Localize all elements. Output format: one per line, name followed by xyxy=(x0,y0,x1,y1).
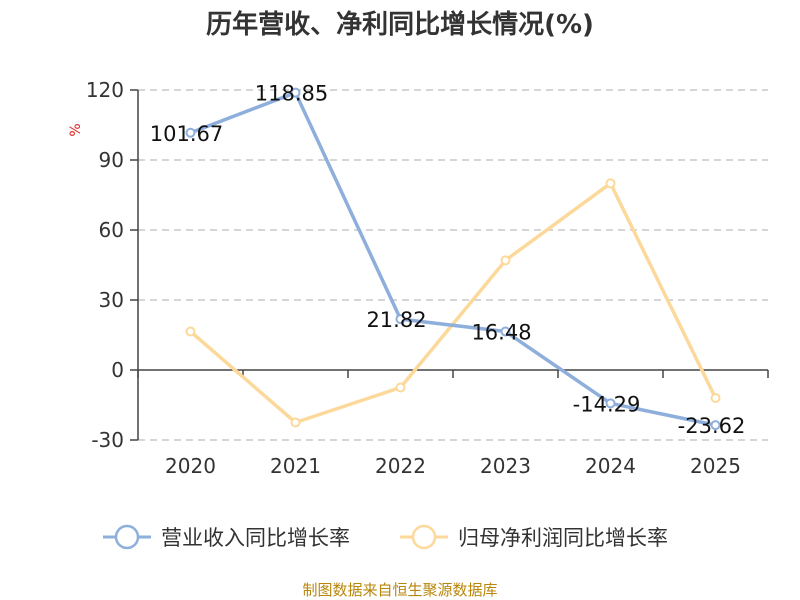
data-label: 21.82 xyxy=(366,308,426,332)
data-point xyxy=(710,393,721,403)
data-labels: 101.67 118.85 21.82 16.48 -14.29 -23.62 xyxy=(150,82,746,438)
y-tick-label: 0 xyxy=(111,358,124,382)
data-point xyxy=(710,420,721,431)
series-line xyxy=(189,90,716,427)
data-point xyxy=(185,326,196,337)
x-tick-label: 2022 xyxy=(375,454,426,478)
data-point xyxy=(290,417,301,428)
data-point xyxy=(500,255,511,266)
data-point xyxy=(290,87,301,98)
x-tick-label: 2024 xyxy=(585,454,636,478)
y-tick-label: -30 xyxy=(91,428,124,452)
data-label: -14.29 xyxy=(573,392,641,416)
chart-title: 历年营收、净利同比增长情况(%) xyxy=(206,9,594,40)
legend-marker xyxy=(114,524,140,550)
data-point xyxy=(395,382,406,393)
source-note: 制图数据来自恒生聚源数据库 xyxy=(302,581,497,599)
y-tick-label: 90 xyxy=(99,148,124,172)
data-point xyxy=(185,127,196,138)
data-label: 16.48 xyxy=(471,321,531,345)
x-tick-label: 2021 xyxy=(270,454,321,478)
series-layer xyxy=(185,87,721,431)
data-point xyxy=(500,326,511,337)
y-tick-label: 120 xyxy=(86,78,124,102)
legend-label: 归母净利润同比增长率 xyxy=(458,526,668,550)
legend-label: 营业收入同比增长率 xyxy=(161,526,350,550)
data-label: 118.85 xyxy=(255,82,328,106)
legend: 营业收入同比增长率 归母净利润同比增长率 xyxy=(103,524,668,550)
data-label: -23.62 xyxy=(678,414,746,438)
data-label: 101.67 xyxy=(150,122,223,146)
legend-marker xyxy=(411,524,437,550)
grid xyxy=(138,89,768,441)
y-axis-unit: % xyxy=(68,123,84,136)
x-tick-label: 2025 xyxy=(690,454,741,478)
data-point xyxy=(395,314,406,325)
axes: 120 90 60 30 0 -30 2020 2021 2022 2023 2024 2025 xyxy=(86,78,769,478)
y-tick-label: 30 xyxy=(99,288,124,312)
x-tick-label: 2020 xyxy=(165,454,216,478)
y-tick-label: 60 xyxy=(99,218,124,242)
series-line xyxy=(189,181,718,425)
data-point xyxy=(605,398,616,409)
x-tick-label: 2023 xyxy=(480,454,531,478)
data-point xyxy=(605,178,616,189)
